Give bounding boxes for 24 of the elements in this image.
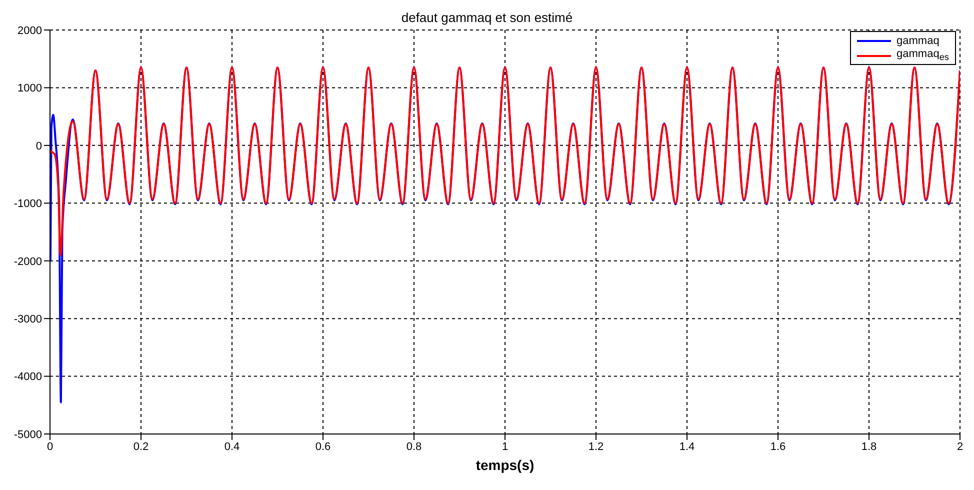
- x-tick-label: 0.6: [315, 440, 331, 453]
- x-tick-label: 1.4: [679, 440, 695, 453]
- y-tick-label: -4000: [14, 371, 42, 384]
- legend-label: gammaq: [896, 34, 940, 46]
- x-tick-label: 2: [956, 440, 964, 453]
- x-tick-label: 1.8: [861, 440, 877, 453]
- legend-label: gammaq$_{es}$: [896, 48, 949, 63]
- x-tick-label: 0: [46, 440, 54, 453]
- y-tick-label: -3000: [14, 313, 42, 326]
- x-axis-title: temps(s): [476, 457, 534, 473]
- y-tick-label: 0: [36, 140, 42, 152]
- y-tick-label: -2000: [14, 256, 42, 268]
- y-tick-label: -5000: [14, 428, 42, 441]
- y-tick-label: 1000: [18, 82, 42, 95]
- x-tick-label: 1.2: [588, 440, 604, 453]
- x-tick-label: 0.2: [133, 440, 149, 453]
- x-tick-label: 1: [502, 440, 508, 453]
- y-tick-label: 2000: [18, 24, 42, 37]
- y-tick-label: -1000: [14, 198, 42, 210]
- chart-title: defaut gammaq et son estimé: [400, 10, 574, 25]
- x-tick-label: 1.6: [770, 440, 786, 453]
- x-tick-label: 0.4: [224, 440, 240, 453]
- x-tick-label: 0.8: [406, 440, 422, 453]
- line-series: [50, 66, 960, 256]
